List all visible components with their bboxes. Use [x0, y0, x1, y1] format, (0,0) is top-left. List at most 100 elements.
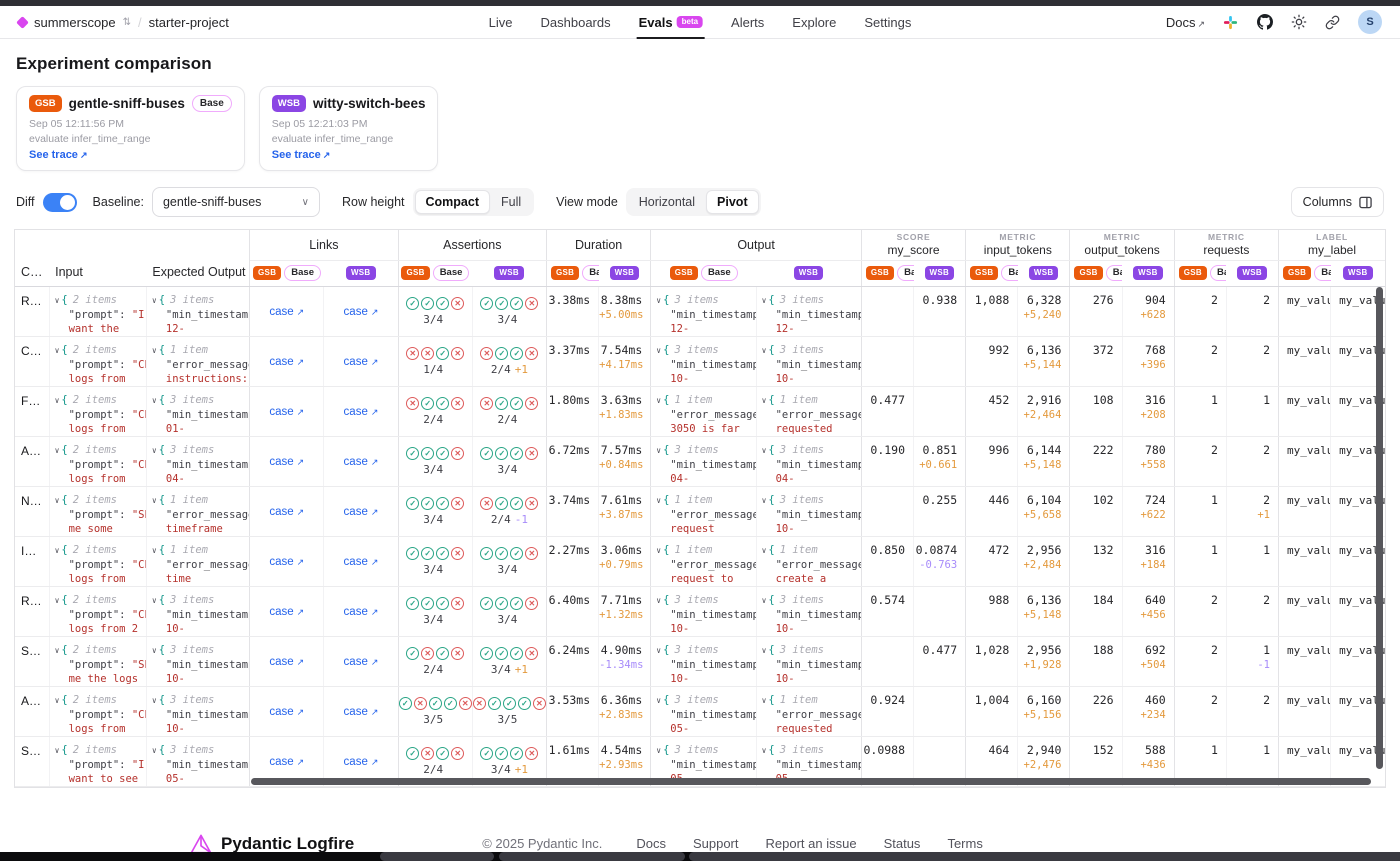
- table-row[interactable]: C… 2 items "prompt": "Ch logs from 1 item "er…: [15, 336, 1385, 387]
- collapse-icon[interactable]: [656, 496, 661, 505]
- case-link[interactable]: case: [344, 756, 379, 768]
- cell-expected-output[interactable]: 3 items "min_timestamp 04-: [146, 436, 251, 487]
- cell-input[interactable]: 2 items "prompt": "Ch logs from: [49, 336, 147, 387]
- collapse-icon[interactable]: [55, 446, 60, 455]
- collapse-icon[interactable]: [762, 746, 767, 755]
- collapse-icon[interactable]: [152, 396, 157, 405]
- cell-output-gsb[interactable]: 1 item "error_message request: [650, 486, 757, 537]
- table-row[interactable]: S… 2 items "prompt": "Shme the logs 3 items…: [15, 636, 1385, 687]
- table-row[interactable]: R… 2 items "prompt": "Chlogs from 2 3 items…: [15, 586, 1385, 637]
- collapse-icon[interactable]: [656, 746, 661, 755]
- cell-case[interactable]: A…: [15, 686, 50, 737]
- case-link[interactable]: case: [344, 356, 379, 368]
- view-mode-horizontal[interactable]: Horizontal: [638, 195, 696, 209]
- col-header-input[interactable]: Input: [49, 230, 147, 287]
- cell-output-gsb[interactable]: 3 items "min_timestamp 10-: [650, 586, 757, 637]
- collapse-icon[interactable]: [762, 646, 767, 655]
- group-header-my-label[interactable]: LABEL my_label: [1278, 230, 1385, 261]
- cell-output-wsb[interactable]: 3 items "min_timestamp 12-: [756, 286, 862, 337]
- cell-output-wsb[interactable]: 3 items "min_timestamp 10-: [756, 586, 862, 637]
- case-link[interactable]: case: [269, 506, 304, 518]
- cell-output-gsb[interactable]: 3 items "min_timestamp 10-: [650, 336, 757, 387]
- org-name[interactable]: summerscope: [34, 14, 116, 30]
- cell-expected-output[interactable]: 3 items "min_timestamp 12-: [146, 286, 251, 337]
- case-link[interactable]: case: [344, 656, 379, 668]
- cell-output-wsb[interactable]: 3 items "min_timestamp 10-: [756, 486, 862, 537]
- collapse-icon[interactable]: [762, 396, 767, 405]
- collapse-icon[interactable]: [55, 746, 60, 755]
- case-link[interactable]: case: [269, 706, 304, 718]
- case-link[interactable]: case: [269, 456, 304, 468]
- cell-expected-output[interactable]: 1 item "error_message time: [146, 536, 251, 587]
- table-row[interactable]: A… 2 items "prompt": "Ch logs from 3 items "m…: [15, 686, 1385, 737]
- case-link[interactable]: case: [344, 606, 379, 618]
- cell-output-wsb[interactable]: 1 item "error_message create a: [756, 536, 862, 587]
- tab-explore[interactable]: Explore: [792, 14, 837, 30]
- cell-output-gsb[interactable]: 1 item "error_message request to: [650, 536, 757, 587]
- tab-evals[interactable]: Evals beta: [636, 6, 706, 39]
- collapse-icon[interactable]: [55, 346, 60, 355]
- col-header-expected-output[interactable]: Expected Output: [146, 230, 251, 287]
- cell-output-gsb[interactable]: 3 items "min_timestamp 04-: [650, 436, 757, 487]
- see-trace-link[interactable]: See trace ↗: [271, 149, 331, 161]
- vertical-scrollbar[interactable]: [1376, 287, 1383, 769]
- collapse-icon[interactable]: [762, 496, 767, 505]
- row-height-compact[interactable]: Compact: [414, 190, 490, 214]
- collapse-icon[interactable]: [55, 546, 60, 555]
- tab-alerts[interactable]: Alerts: [731, 14, 765, 30]
- cell-case[interactable]: S…: [15, 736, 50, 787]
- case-link[interactable]: case: [269, 556, 304, 568]
- cell-input[interactable]: 2 items "prompt": "Ch logs from: [49, 686, 147, 737]
- tab-live[interactable]: Live: [488, 14, 513, 30]
- collapse-icon[interactable]: [55, 696, 60, 705]
- diff-toggle[interactable]: [42, 192, 77, 212]
- cell-case[interactable]: F…: [15, 386, 50, 437]
- cell-input[interactable]: 2 items "prompt": "Ch logs from: [49, 536, 147, 587]
- collapse-icon[interactable]: [656, 446, 661, 455]
- group-header-output[interactable]: Output: [650, 230, 862, 261]
- share-link-icon[interactable]: [1324, 14, 1341, 31]
- collapse-icon[interactable]: [656, 346, 661, 355]
- cell-input[interactable]: 2 items "prompt": "Shme the logs: [49, 636, 147, 687]
- collapse-icon[interactable]: [152, 546, 157, 555]
- cell-expected-output[interactable]: 1 item "error_message timeframe: [146, 486, 251, 537]
- table-row[interactable]: A… 2 items "prompt": "Ch logs from 3 items "m…: [15, 436, 1385, 487]
- collapse-icon[interactable]: [55, 296, 60, 305]
- cell-input[interactable]: 2 items "prompt": "Chlogs from 2: [49, 586, 147, 637]
- cell-expected-output[interactable]: 3 items "min_timestamp 01-: [146, 386, 251, 437]
- table-row[interactable]: F… 2 items "prompt": "Ch logs from 3 items "m…: [15, 386, 1385, 437]
- collapse-icon[interactable]: [656, 396, 661, 405]
- columns-button[interactable]: Columns: [1290, 187, 1384, 217]
- footer-link-support[interactable]: Support: [692, 836, 739, 851]
- collapse-icon[interactable]: [762, 446, 767, 455]
- cell-output-gsb[interactable]: 1 item "error_message 3050 is far: [650, 386, 757, 437]
- footer-link-terms[interactable]: Terms: [947, 836, 983, 851]
- collapse-icon[interactable]: [152, 746, 157, 755]
- table-row[interactable]: N… 2 items "prompt": "Sh me some 1 item "erro…: [15, 486, 1385, 537]
- cell-expected-output[interactable]: 3 items "min_timestamp 10-: [146, 686, 251, 737]
- cell-case[interactable]: A…: [15, 436, 50, 487]
- tab-dashboards[interactable]: Dashboards: [540, 14, 611, 30]
- cell-output-gsb[interactable]: 3 items "min_timestamp 05-: [650, 686, 757, 737]
- group-header-my-score[interactable]: SCORE my_score: [861, 230, 967, 261]
- cell-case[interactable]: S…: [15, 636, 50, 687]
- collapse-icon[interactable]: [762, 346, 767, 355]
- cell-output-wsb[interactable]: 3 items "min_timestamp 10-: [756, 636, 862, 687]
- case-link[interactable]: case: [269, 656, 304, 668]
- cell-input[interactable]: 2 items "prompt": "Sh me some: [49, 486, 147, 537]
- cell-expected-output[interactable]: 3 items "min_timestamp 10-: [146, 636, 251, 687]
- collapse-icon[interactable]: [762, 546, 767, 555]
- case-link[interactable]: case: [269, 606, 304, 618]
- group-header-assertions[interactable]: Assertions: [398, 230, 548, 261]
- collapse-icon[interactable]: [656, 596, 661, 605]
- footer-link-status[interactable]: Status: [883, 836, 921, 851]
- case-link[interactable]: case: [344, 456, 379, 468]
- cell-expected-output[interactable]: 3 items "min_timestamp 10-: [146, 586, 251, 637]
- footer-link-report[interactable]: Report an issue: [765, 836, 857, 851]
- collapse-icon[interactable]: [55, 396, 60, 405]
- case-link[interactable]: case: [344, 556, 379, 568]
- tab-settings[interactable]: Settings: [864, 14, 912, 30]
- collapse-icon[interactable]: [656, 696, 661, 705]
- see-trace-link[interactable]: See trace ↗: [29, 149, 88, 161]
